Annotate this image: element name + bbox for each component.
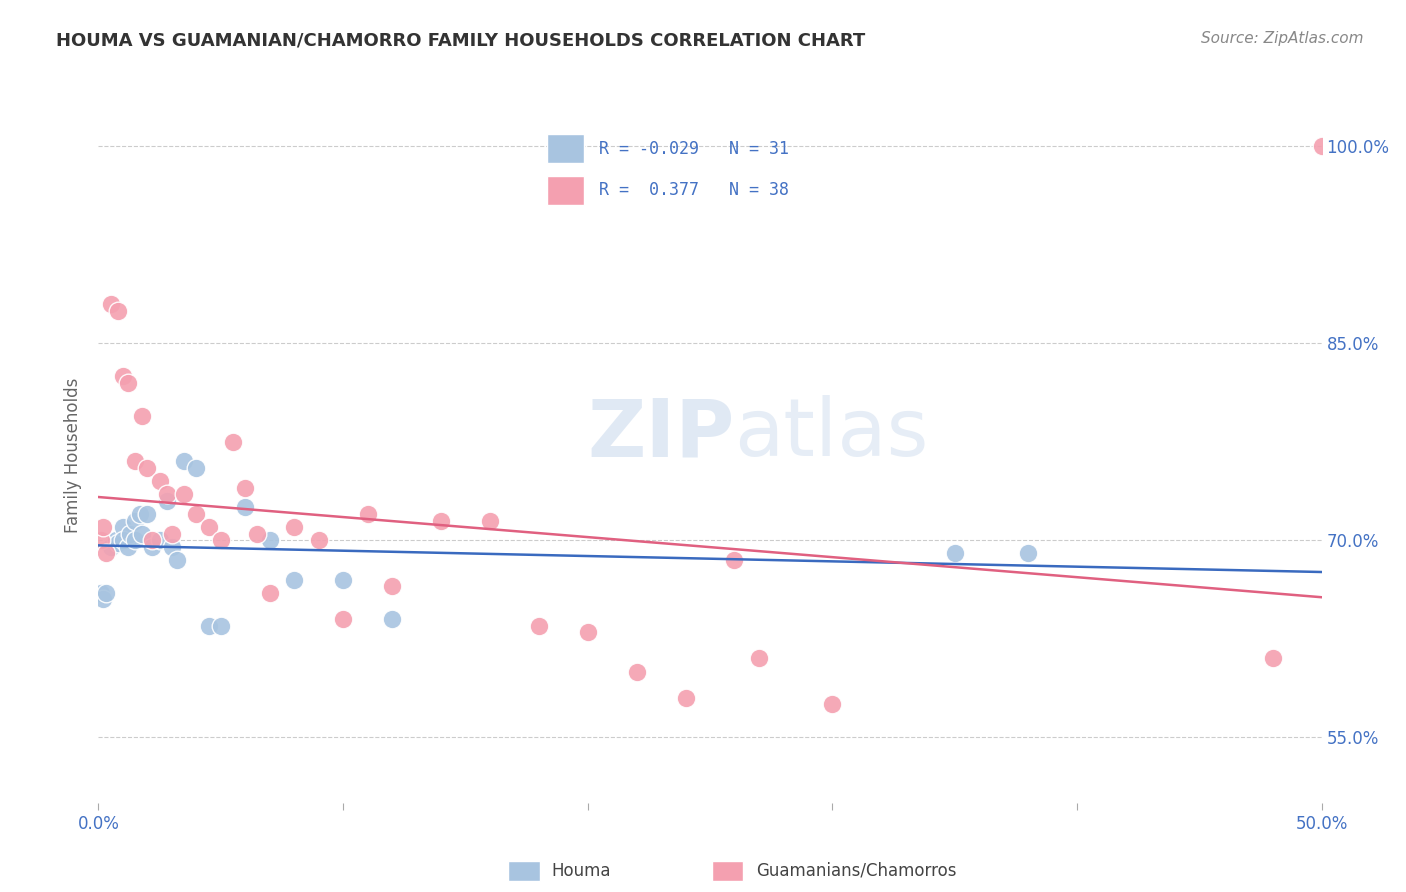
Point: [117, 376, 139, 390]
Point: [107, 536, 129, 550]
Point: [1310, 139, 1333, 153]
Point: [259, 533, 281, 548]
Point: [821, 698, 844, 712]
Point: [141, 533, 163, 548]
Point: [160, 540, 183, 554]
Text: Guamanians/Chamorros: Guamanians/Chamorros: [756, 862, 957, 880]
Point: [111, 369, 134, 384]
Point: [104, 533, 127, 548]
Point: [332, 573, 354, 587]
Point: [723, 553, 745, 567]
Point: [308, 533, 330, 548]
Point: [90, 533, 112, 548]
Bar: [508, 861, 540, 880]
Text: HOUMA VS GUAMANIAN/CHAMORRO FAMILY HOUSEHOLDS CORRELATION CHART: HOUMA VS GUAMANIAN/CHAMORRO FAMILY HOUSE…: [56, 31, 866, 49]
Text: Houma: Houma: [551, 862, 610, 880]
Text: ZIP: ZIP: [588, 395, 734, 473]
Point: [197, 618, 219, 632]
Point: [156, 494, 179, 508]
Bar: [711, 861, 744, 880]
Point: [149, 474, 172, 488]
Point: [283, 573, 305, 587]
Point: [222, 434, 245, 449]
Point: [111, 533, 134, 548]
Text: atlas: atlas: [734, 395, 929, 473]
Point: [136, 461, 159, 475]
Point: [117, 540, 139, 554]
Point: [186, 461, 208, 475]
Point: [626, 665, 648, 679]
Point: [430, 514, 453, 528]
Point: [107, 303, 129, 318]
Point: [209, 618, 232, 632]
Point: [1261, 651, 1284, 665]
Point: [943, 546, 966, 560]
Point: [149, 533, 172, 548]
Point: [166, 553, 188, 567]
Point: [100, 297, 122, 311]
Point: [209, 533, 232, 548]
Point: [94, 586, 117, 600]
Point: [576, 625, 599, 640]
Point: [91, 520, 114, 534]
Point: [186, 507, 208, 521]
FancyBboxPatch shape: [547, 134, 583, 163]
Point: [136, 507, 159, 521]
Point: [160, 526, 183, 541]
Point: [141, 540, 163, 554]
Point: [124, 514, 146, 528]
Point: [478, 514, 501, 528]
Point: [100, 540, 122, 554]
Point: [124, 454, 146, 468]
Point: [173, 487, 195, 501]
Text: R =  0.377   N = 38: R = 0.377 N = 38: [599, 181, 789, 199]
Point: [120, 526, 142, 541]
Point: [129, 507, 152, 521]
Point: [156, 487, 179, 501]
Point: [90, 586, 112, 600]
Point: [527, 618, 550, 632]
Text: R = -0.029   N = 31: R = -0.029 N = 31: [599, 139, 789, 158]
Point: [173, 454, 195, 468]
Point: [381, 579, 404, 593]
Point: [381, 612, 404, 626]
Point: [233, 481, 256, 495]
Point: [675, 690, 697, 705]
Point: [233, 500, 256, 515]
Point: [283, 520, 305, 534]
Y-axis label: Family Households: Family Households: [65, 377, 83, 533]
Point: [91, 592, 114, 607]
Point: [197, 520, 219, 534]
Point: [131, 526, 153, 541]
Point: [259, 586, 281, 600]
Point: [124, 533, 146, 548]
Point: [356, 507, 378, 521]
FancyBboxPatch shape: [547, 176, 583, 205]
Point: [748, 651, 770, 665]
Point: [94, 546, 117, 560]
Point: [332, 612, 354, 626]
Point: [246, 526, 269, 541]
Point: [131, 409, 153, 423]
Text: Source: ZipAtlas.com: Source: ZipAtlas.com: [1201, 31, 1364, 46]
Point: [111, 520, 134, 534]
Point: [1017, 546, 1039, 560]
